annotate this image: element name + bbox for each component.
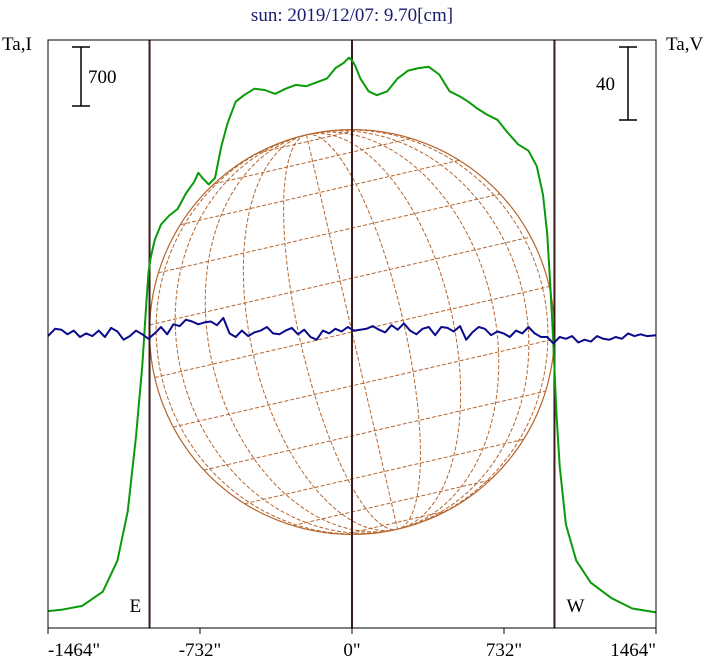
chart-title: sun: 2019/12/07: 9.70[cm] (251, 5, 453, 26)
x-axis: -1464" -732" 0" 732" 1464" (47, 628, 657, 661)
x-tick-label: 732" (486, 640, 522, 661)
x-tick-label: 1464" (610, 640, 656, 661)
disk-central-meridian (305, 134, 399, 530)
x-tick-label: -1464" (48, 640, 100, 661)
left-scale-bar-label: 700 (88, 67, 117, 88)
left-axis-label: Ta,I (2, 34, 32, 55)
right-axis-label: Ta,V (666, 34, 703, 55)
x-tick-label: 0" (343, 640, 360, 661)
right-scale-bar-label: 40 (596, 74, 615, 95)
disk-latitude-line (292, 479, 491, 527)
left-scale-bar: 700 (72, 46, 117, 107)
disk-latitude-line (213, 137, 412, 185)
intensity-line (47, 56, 657, 614)
disk-latitude-line (256, 129, 360, 154)
disk-latitude-line (344, 510, 448, 535)
limb-label: E (130, 596, 142, 617)
chart-series (47, 56, 657, 614)
polarization-line (47, 316, 657, 345)
right-scale-bar: 40 (596, 46, 637, 121)
disk-latitude-line (154, 285, 550, 379)
disk-latitude-line (158, 193, 501, 274)
x-tick-label: -732" (179, 640, 222, 661)
limb-label: W (566, 596, 584, 617)
